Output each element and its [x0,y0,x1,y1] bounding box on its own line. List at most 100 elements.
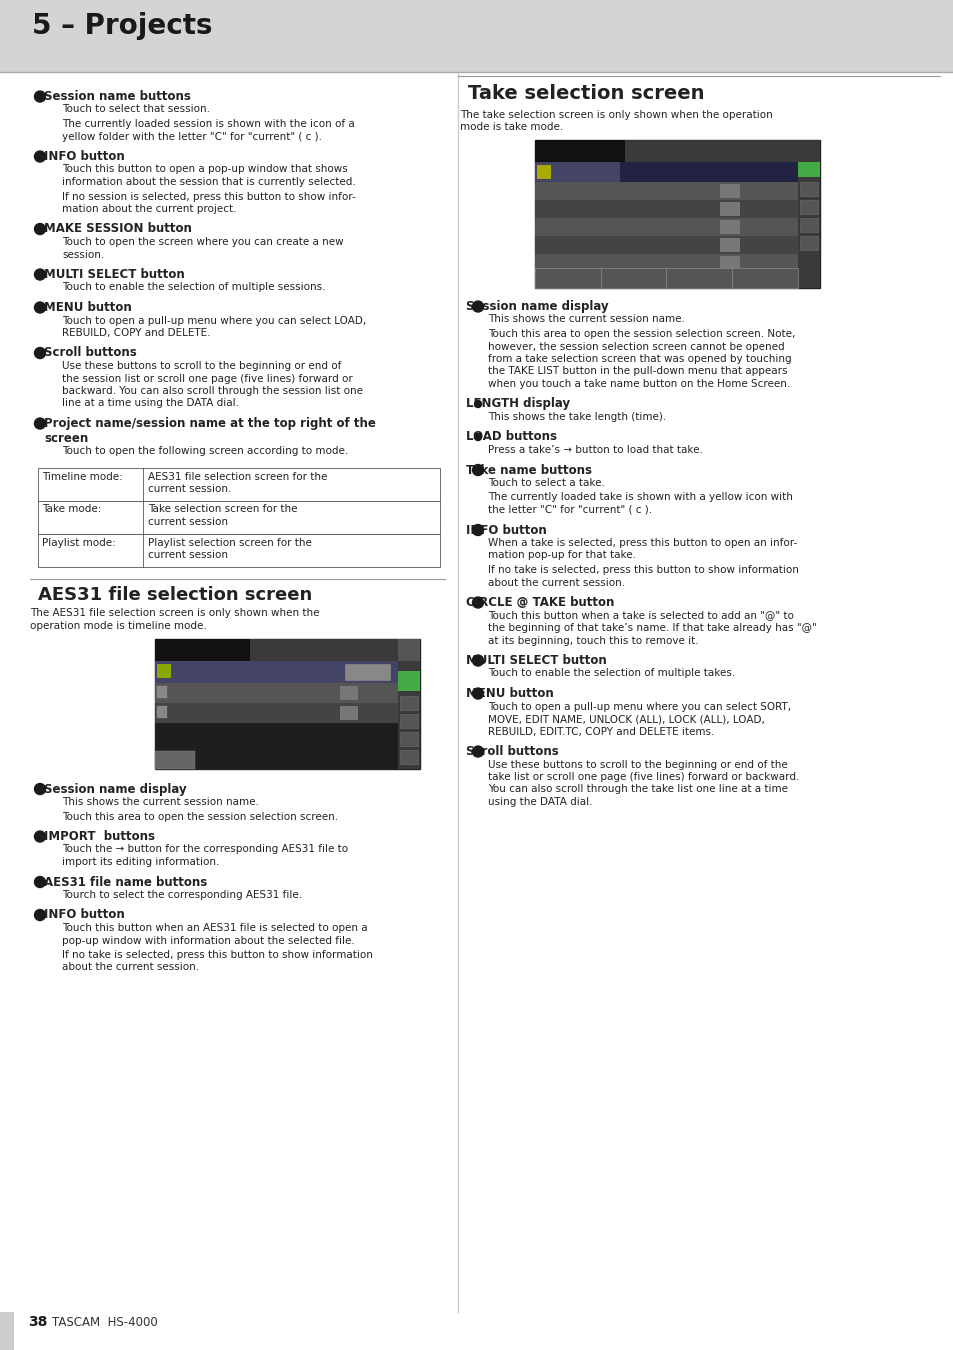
Bar [537,165,551,180]
Text: Press a take’s → button to load that take.: Press a take’s → button to load that tak… [488,446,702,455]
Text: Playlist mode:: Playlist mode: [42,537,115,548]
Circle shape [34,269,46,279]
Text: INFO button: INFO button [44,909,125,922]
Text: LOAD buttons: LOAD buttons [465,431,557,444]
Bar [535,140,820,288]
Text: Project.01: Project.01 [629,142,668,151]
Text: Session002: Session002 [254,649,298,659]
Text: AES31 file name buttons: AES31 file name buttons [44,876,207,888]
Text: LENGTH: LENGTH [664,167,699,177]
Text: the session list or scroll one page (five lines) forward or: the session list or scroll one page (fiv… [62,374,353,383]
Text: →: → [345,707,353,717]
Text: Playlist selection screen for the: Playlist selection screen for the [148,537,312,548]
Text: Scroll buttons: Scroll buttons [465,745,558,757]
Text: session.: session. [62,250,104,259]
Bar [800,217,817,232]
Bar [535,162,619,182]
Bar [0,0,953,72]
Text: Take selection screen: Take selection screen [468,84,703,103]
Bar [154,639,419,768]
Text: MULTI SELECT button: MULTI SELECT button [44,269,185,281]
Text: AES31 file selection screen for the: AES31 file selection screen for the [148,471,327,482]
Bar [797,162,820,177]
Text: Use these buttons to scroll to the beginning or end of the: Use these buttons to scroll to the begin… [488,760,787,770]
Text: CIRCLE @ TAKE button: CIRCLE @ TAKE button [465,595,614,609]
Text: however, the session selection screen cannot be opened: however, the session selection screen ca… [488,342,783,351]
Text: Touch to select that session.: Touch to select that session. [62,104,210,115]
Text: Touch to enable the selection of multiple sessions.: Touch to enable the selection of multipl… [62,282,325,293]
Text: Session001-1002: Session001-1002 [557,204,622,213]
Text: from a take selection screen that was opened by touching: from a take selection screen that was op… [488,354,791,364]
Text: the TAKE LIST button in the pull-down menu that appears: the TAKE LIST button in the pull-down me… [488,366,786,377]
Bar [339,706,357,720]
Text: Session001-1001: Session001-1001 [557,186,622,196]
Text: Touch to open a pull-up menu where you can select SORT,: Touch to open a pull-up menu where you c… [488,702,790,711]
Text: Take name buttons: Take name buttons [465,463,592,477]
Bar [339,686,357,699]
Bar [535,236,797,254]
Text: →: → [345,687,353,698]
Text: the beginning of that take’s name. If that take already has "@": the beginning of that take’s name. If th… [488,622,816,633]
Circle shape [34,783,46,795]
Bar [399,695,417,710]
Circle shape [472,655,483,666]
Text: Timeline mode:: Timeline mode: [42,471,123,482]
Text: SESSION002.ad1: SESSION002.ad1 [171,688,241,697]
Text: IMPORT: IMPORT [351,667,384,676]
Text: MULTI SELECT button: MULTI SELECT button [465,653,606,667]
Bar [535,200,797,217]
Circle shape [34,876,46,887]
Text: If no take is selected, press this button to show information: If no take is selected, press this butto… [62,950,373,960]
Circle shape [34,347,46,359]
Text: current session.: current session. [148,485,232,494]
Text: screen: screen [44,432,89,444]
Text: Touch the → button for the corresponding AES31 file to: Touch the → button for the corresponding… [62,845,348,855]
Text: Touch this button to open a pop-up window that shows: Touch this button to open a pop-up windo… [62,165,348,174]
Text: import its editing information.: import its editing information. [62,857,219,867]
Bar [397,660,419,768]
Text: MULTI
SELECT: MULTI SELECT [685,271,712,285]
Text: the letter "C" for "current" ( c ).: the letter "C" for "current" ( c ). [488,505,652,514]
Circle shape [34,910,46,921]
Bar [732,269,797,288]
Text: 001: 001 [537,186,552,196]
Text: Session name display: Session name display [44,783,187,795]
Text: MENU: MENU [754,275,775,281]
Bar [0,1312,14,1350]
Circle shape [472,464,483,475]
Circle shape [34,832,46,842]
Text: Touch this button when a take is selected to add an "@" to: Touch this button when a take is selecte… [488,610,793,621]
Text: Project05-2tr: Project05-2tr [172,663,218,670]
Bar [154,639,250,660]
Text: 0h00m31s: 0h00m31s [659,223,700,231]
Bar [624,140,797,162]
Text: pop-up window with information about the selected file.: pop-up window with information about the… [62,936,355,945]
Bar [535,182,797,200]
Text: This shows the take length (time).: This shows the take length (time). [488,412,665,423]
Text: Touch to enable the selection of multiple takes.: Touch to enable the selection of multipl… [488,668,735,679]
Text: INFO: INFO [559,275,576,281]
Text: using the DATA dial.: using the DATA dial. [488,796,592,807]
Text: →: → [725,221,733,232]
Bar [797,140,820,288]
Text: Session001-1004: Session001-1004 [557,240,622,250]
Text: current session: current session [148,517,228,526]
Text: Project.01: Project.01 [555,169,590,176]
Text: ▶TAKE: ▶TAKE [540,143,585,157]
Bar [720,238,740,252]
Bar [154,660,397,683]
Text: ▼: ▼ [406,753,412,760]
Bar [666,269,732,288]
Text: ▽: ▽ [406,736,412,741]
Text: information about the session that is currently selected.: information about the session that is cu… [62,177,355,188]
Text: INFO: INFO [166,755,184,764]
Text: →: → [725,204,733,215]
Text: IMPORT  buttons: IMPORT buttons [44,830,154,842]
Text: backward. You can also scroll through the session list one: backward. You can also scroll through th… [62,386,363,396]
Text: If no session is selected, press this button to show infor-: If no session is selected, press this bu… [62,192,355,201]
Text: 38: 38 [28,1315,48,1328]
Circle shape [472,597,483,608]
Text: yellow folder with the letter "C" for "current" ( c ).: yellow folder with the letter "C" for "c… [62,131,322,142]
Text: Scroll buttons: Scroll buttons [44,347,136,359]
Text: 003: 003 [537,223,552,231]
